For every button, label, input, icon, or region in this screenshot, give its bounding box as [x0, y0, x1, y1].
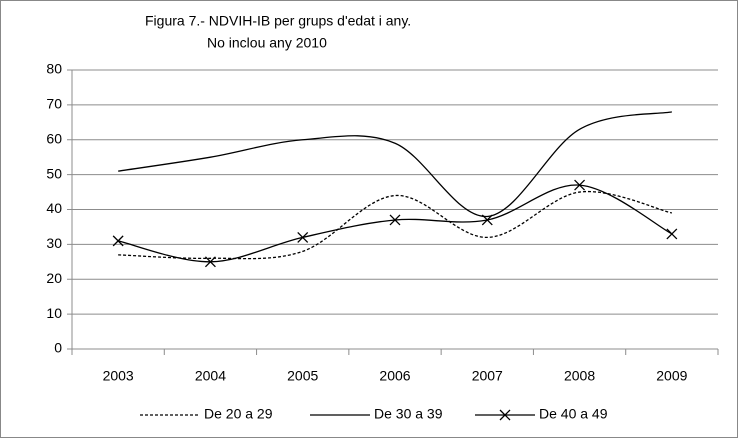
legend-label: De 40 a 49: [539, 406, 608, 422]
y-tick-label: 0: [54, 340, 62, 356]
y-tick-label: 80: [46, 61, 62, 77]
x-marker: [574, 179, 586, 191]
y-tick-label: 60: [46, 130, 62, 146]
y-tick-label: 10: [46, 305, 62, 321]
legend-label: De 30 a 39: [374, 406, 443, 422]
x-marker: [666, 228, 678, 240]
x-tick-label: 2004: [195, 368, 226, 384]
legend-marker: [499, 409, 511, 421]
x-tick-label: 2006: [379, 368, 410, 384]
x-tick-label: 2007: [472, 368, 503, 384]
x-marker: [204, 256, 216, 268]
x-tick-label: 2003: [103, 368, 134, 384]
line: [118, 111, 672, 218]
chart-title: Figura 7.- NDVIH-IB per grups d'edat i a…: [145, 13, 411, 29]
x-tick-label: 2008: [564, 368, 595, 384]
chart-subtitle: No inclou any 2010: [207, 35, 327, 51]
y-tick-label: 70: [46, 96, 62, 112]
line: [118, 190, 673, 260]
y-tick-label: 40: [46, 200, 62, 216]
y-tick-label: 30: [46, 235, 62, 251]
x-marker: [389, 214, 401, 226]
legend-label: De 20 a 29: [204, 406, 273, 422]
x-marker: [297, 231, 309, 243]
y-tick-label: 50: [46, 165, 62, 181]
x-tick-label: 2005: [287, 368, 318, 384]
x-marker: [112, 235, 124, 247]
y-tick-label: 20: [46, 270, 62, 286]
x-marker: [481, 214, 493, 226]
x-tick-label: 2009: [656, 368, 687, 384]
